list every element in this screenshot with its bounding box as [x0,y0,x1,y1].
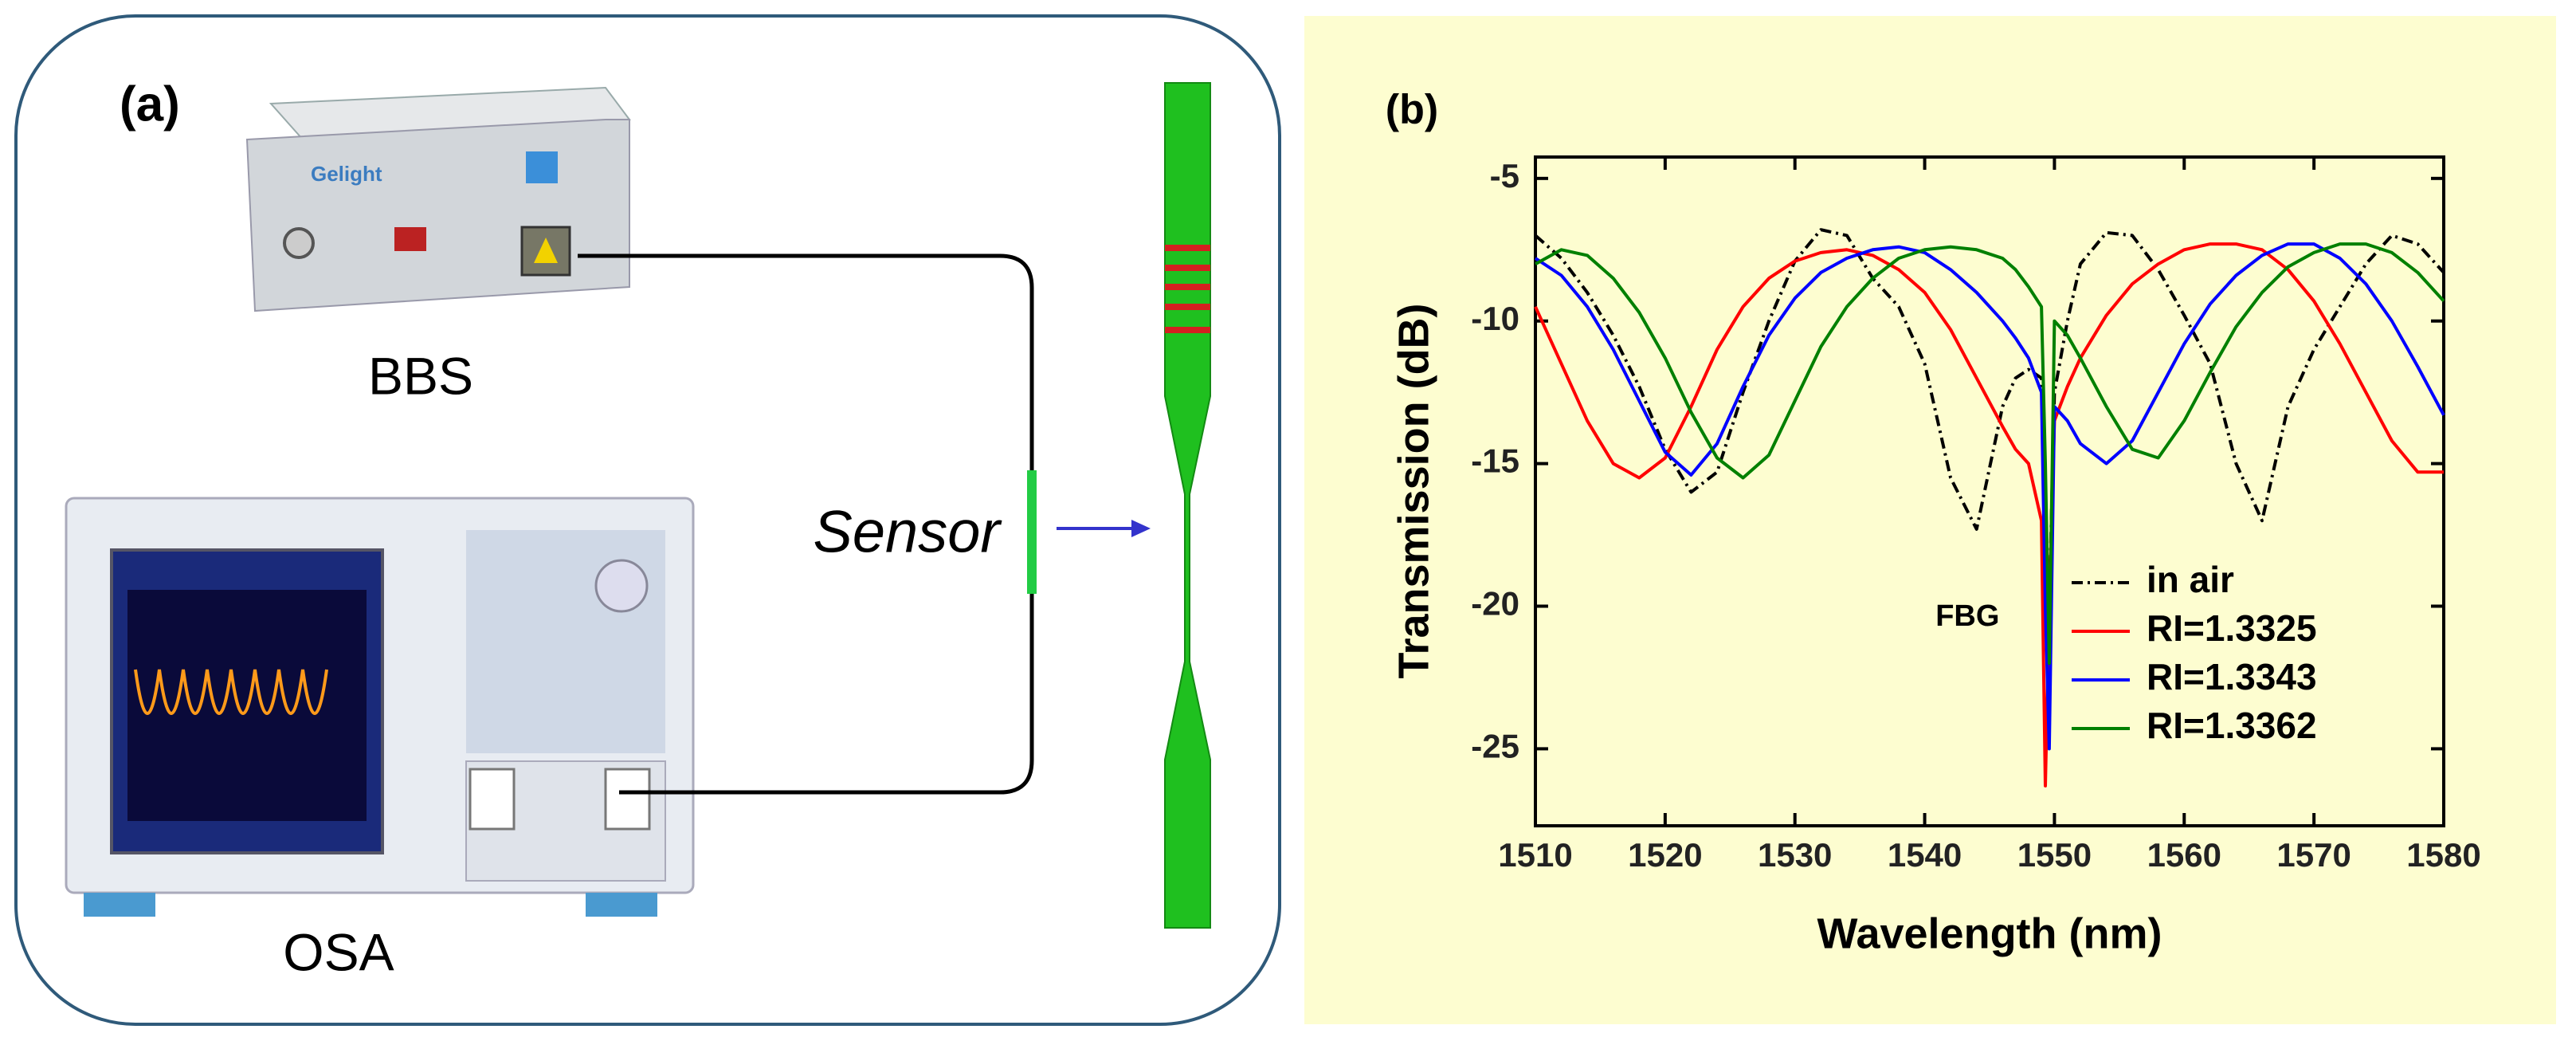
panel-label: (a) [120,77,180,132]
x-tick-label: 1550 [2017,836,2092,874]
x-tick-label: 1540 [1888,836,1962,874]
y-tick-label: -20 [1471,585,1519,623]
line-series [1534,242,2445,751]
panel-b-background [1304,16,2556,1024]
x-axis-label: Wavelength (nm) [1817,909,2162,957]
osa-device [65,497,695,917]
brand: Gelight [311,162,382,186]
plot-area [1534,155,2445,827]
arrow-head [1131,520,1151,537]
x-tick-label: 1510 [1498,836,1572,874]
x-tick-label: 1560 [2147,836,2221,874]
panel-label: (b) [1386,87,1438,133]
line-series [1534,228,2445,608]
tapered-fiber [1164,82,1211,929]
osa-label: OSA [283,922,394,981]
x-tick-label: 1530 [1758,836,1832,874]
y-tick-label: -15 [1471,442,1519,480]
y-axis-label: Transmission (dB) [1390,303,1437,678]
x-tick-label: 1570 [2276,836,2351,874]
y-tick-label: -25 [1471,727,1519,764]
legend-label: RI=1.3325 [2147,607,2317,649]
line-series [1535,242,2445,666]
bbs-device: Gelight [245,86,631,312]
y-tick-label: -5 [1490,157,1519,194]
legend-label: RI=1.3343 [2147,656,2317,697]
line-series [1534,242,2444,788]
annotation: FBG [1935,599,1999,633]
bbs-label: BBS [368,346,473,405]
legend-label: RI=1.3362 [2147,705,2317,746]
gratings [1165,245,1210,333]
x-tick-label: 1580 [2406,836,2480,874]
legend-label: in air [2147,559,2234,600]
x-tick-label: 1520 [1628,836,1702,874]
y-tick-label: -10 [1471,300,1519,337]
sensor-label: Sensor [814,499,1003,565]
